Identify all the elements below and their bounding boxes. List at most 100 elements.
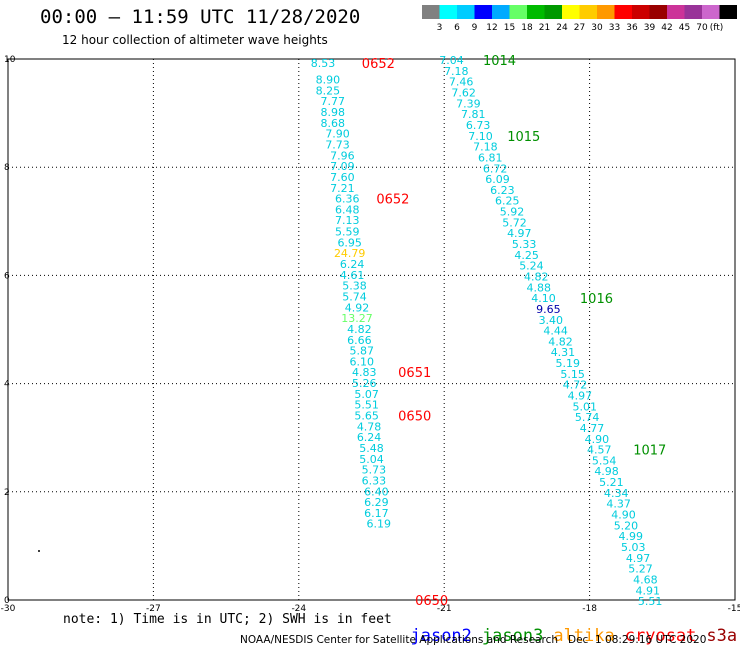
pass-time-label: 0650 (398, 410, 431, 425)
wave-height-value: 6.25 (495, 195, 520, 208)
wave-height-value: 6.36 (335, 193, 360, 206)
colorscale-swatch (562, 5, 580, 19)
colorscale-swatch (457, 5, 475, 19)
wave-height-value: 5.72 (502, 216, 527, 229)
colorscale-label: 30 (591, 23, 603, 33)
wave-height-value: 4.97 (507, 227, 532, 240)
wave-height-value: 5.04 (359, 453, 384, 466)
wave-height-value: 6.24 (357, 431, 382, 444)
x-tick-label: -24 (291, 604, 306, 614)
wave-height-value: 7.96 (330, 149, 355, 162)
pass-time-label: 1015 (507, 130, 540, 145)
wave-height-value: 4.31 (551, 346, 576, 359)
colorscale-label: 12 (486, 23, 497, 33)
footer-credit: NOAA/NESDIS Center for Satellite Applica… (240, 634, 707, 646)
colorscale-label: 33 (609, 23, 620, 33)
wave-height-value: 6.33 (362, 474, 387, 487)
x-tick-label: -30 (1, 604, 16, 614)
colorscale-swatch (632, 5, 650, 19)
pass-time-label: 1014 (483, 54, 516, 69)
wave-height-value: 8.68 (320, 117, 345, 130)
wave-height-value: 5.74 (575, 411, 600, 424)
wave-height-value: 6.29 (364, 496, 389, 509)
colorscale-swatch (614, 5, 632, 19)
colorscale-swatch (719, 5, 737, 19)
wave-height-value: 6.66 (347, 334, 372, 347)
wave-height-value: 7.46 (449, 76, 474, 89)
colorscale-label: 27 (574, 23, 585, 33)
wave-height-value: 6.24 (340, 258, 365, 271)
wave-height-value: 4.82 (347, 323, 372, 336)
wave-height-value: 4.97 (626, 552, 651, 565)
wave-height-value: 4.91 (636, 584, 661, 597)
wave-height-value: 6.09 (485, 173, 510, 186)
colorscale-label: 18 (521, 23, 533, 33)
colorscale-label: 45 (679, 23, 690, 33)
colorscale-swatch (649, 5, 667, 19)
y-tick-label: 8 (4, 163, 10, 173)
colorscale-swatch (422, 5, 440, 19)
colorscale-swatch (684, 5, 702, 19)
wave-height-value: 4.68 (633, 573, 658, 586)
wave-height-value: 6.19 (367, 518, 392, 531)
legend-jason2: jason2 (410, 626, 472, 646)
wave-height-value: 5.65 (354, 410, 379, 423)
wave-height-value: 4.34 (604, 487, 629, 500)
y-tick-label: 2 (4, 488, 10, 498)
y-tick-label: 0 (4, 596, 10, 606)
wave-height-value: 6.72 (483, 162, 508, 175)
wave-height-value: 6.23 (490, 184, 515, 197)
wave-height-value: 4.83 (352, 366, 377, 379)
y-tick-label: 10 (4, 55, 16, 65)
wave-height-value: 7.21 (330, 182, 355, 195)
wave-height-value: 6.48 (335, 203, 360, 216)
wave-height-value: 4.88 (526, 281, 551, 294)
wave-height-value: 9.65 (536, 303, 561, 316)
wave-height-value: 4.61 (340, 269, 365, 282)
wave-height-value: 6.17 (364, 507, 389, 520)
wave-height-value: 5.51 (638, 595, 663, 608)
wave-height-value: 6.81 (478, 151, 503, 164)
wave-height-value: 4.78 (357, 420, 382, 433)
colorscale-swatch (492, 5, 510, 19)
wave-height-value: 3.40 (539, 314, 564, 327)
pass-time-label: 1016 (580, 292, 613, 307)
y-tick-label: 4 (4, 380, 10, 390)
colorscale-label: 21 (539, 23, 550, 33)
wave-height-value: 6.10 (350, 355, 375, 368)
legend-cryosat: cryosat (624, 626, 697, 646)
x-tick-label: -27 (146, 604, 161, 614)
wave-height-value: 5.54 (592, 454, 617, 467)
wave-height-value: 5.27 (628, 563, 653, 576)
pass-time-label: 0650 (415, 594, 448, 609)
colorscale-swatch (702, 5, 720, 19)
wave-height-value: 4.10 (531, 292, 556, 305)
x-tick-label: -15 (728, 604, 740, 614)
wave-height-value: 5.73 (362, 464, 387, 477)
wave-height-value: 4.72 (563, 379, 588, 392)
wave-height-value: 5.51 (354, 399, 379, 412)
footer-note: note: 1) Time is in UTC; 2) SWH is in fe… (63, 612, 392, 627)
wave-height-value: 4.92 (345, 301, 370, 314)
stray-mark (38, 550, 40, 552)
wave-height-value: 4.44 (543, 325, 568, 338)
pass-time-label: 0652 (362, 57, 395, 72)
colorscale-label: 42 (661, 23, 672, 33)
wave-height-value: 7.77 (320, 95, 345, 108)
colorscale-label: 15 (504, 23, 515, 33)
y-tick-label: 6 (4, 271, 10, 281)
wave-height-value: 5.24 (519, 260, 544, 273)
pass-time-label: 1017 (633, 444, 666, 459)
wave-height-value: 4.82 (548, 335, 573, 348)
legend-altika: altika (553, 626, 615, 646)
colorscale-swatch (474, 5, 492, 19)
wave-height-value: 6.40 (364, 485, 389, 498)
wave-height-value: 7.04 (439, 54, 464, 67)
colorscale-swatch (527, 5, 545, 19)
wave-height-value: 5.59 (335, 226, 360, 239)
wave-height-value: 4.99 (619, 530, 644, 543)
wave-height-value: 7.10 (468, 130, 493, 143)
wave-height-value: 5.01 (573, 400, 598, 413)
wave-height-value: 7.81 (461, 108, 486, 121)
